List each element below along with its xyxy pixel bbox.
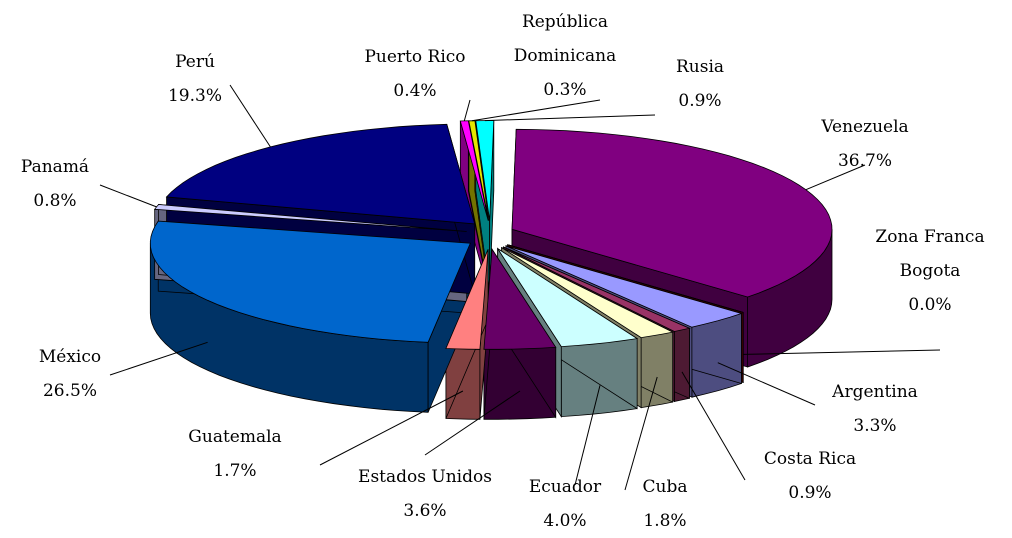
slice-name: México <box>38 347 102 367</box>
slice-value: 3.3% <box>853 416 897 436</box>
pie-slice <box>497 248 639 348</box>
leader-line <box>229 84 271 148</box>
slice-name: Estados Unidos <box>358 467 492 487</box>
slice-name: República Dominicana <box>513 12 617 66</box>
slice-name: Argentina <box>832 382 918 402</box>
leader-line <box>717 362 816 406</box>
slice-name: Cuba <box>642 477 688 497</box>
slice-label: Costa Rica 0.9% <box>735 442 885 510</box>
slice-value: 4.0% <box>543 511 587 531</box>
slice-label: Guatemala 1.7% <box>160 420 310 488</box>
slice-label: Perú 19.3% <box>125 45 265 113</box>
slice-label: Panamá 0.8% <box>0 150 110 218</box>
leader-line <box>681 371 746 481</box>
slice-value: 0.0% <box>908 295 952 315</box>
slice-value: 26.5% <box>42 381 97 401</box>
leader-line <box>743 349 941 355</box>
pie-slice <box>507 244 744 313</box>
pie-slice <box>149 220 471 343</box>
leader-line <box>99 184 157 208</box>
slice-name: Puerto Rico <box>364 47 466 67</box>
slice-name: Panamá <box>20 157 90 177</box>
slice-name: Venezuela <box>821 117 909 137</box>
leader-line <box>471 99 601 122</box>
slice-value: 1.8% <box>643 511 687 531</box>
leader-line <box>424 390 521 456</box>
slice-value: 0.4% <box>393 81 437 101</box>
pie-tops <box>149 120 833 350</box>
slice-name: Perú <box>175 52 215 72</box>
slice-value: 0.9% <box>678 91 722 111</box>
leader-line <box>319 390 464 466</box>
slice-label: Argentina 3.3% <box>805 375 945 443</box>
slice-value: 0.3% <box>543 80 587 100</box>
slice-name: Ecuador <box>528 477 602 497</box>
slice-label: Rusia 0.9% <box>650 50 750 118</box>
slice-label: Ecuador 4.0% <box>495 470 635 538</box>
pie-slice <box>503 246 691 332</box>
slice-label: Venezuela 36.7% <box>785 110 945 178</box>
pie-slice <box>501 247 674 339</box>
slice-value: 19.3% <box>167 86 222 106</box>
slice-value: 0.9% <box>788 483 832 503</box>
leader-line <box>463 99 471 122</box>
slice-name: Costa Rica <box>763 449 857 469</box>
slice-value: 1.7% <box>213 461 257 481</box>
slice-name: Zona Franca Bogota <box>875 227 985 281</box>
slice-label: México 26.5% <box>5 340 135 408</box>
pie-slice <box>483 248 557 350</box>
pie-slice <box>505 245 743 328</box>
leader-line <box>109 341 208 376</box>
slice-label: República Dominicana 0.3% <box>490 5 640 107</box>
slice-name: Rusia <box>675 57 725 77</box>
leader-lines <box>99 84 941 491</box>
leader-line <box>484 114 656 122</box>
slice-value: 3.6% <box>403 501 447 521</box>
leader-line <box>574 385 601 486</box>
pie-slice <box>445 249 489 350</box>
slice-label: Zona Franca Bogota 0.0% <box>850 220 1010 322</box>
slice-name: Guatemala <box>188 427 282 447</box>
slice-value: 36.7% <box>837 151 892 171</box>
slice-label: Cuba 1.8% <box>615 470 715 538</box>
slice-label: Puerto Rico 0.4% <box>345 40 485 108</box>
leader-line <box>624 376 658 491</box>
slice-label: Estados Unidos 3.6% <box>330 460 520 528</box>
leader-line <box>805 164 866 191</box>
slice-value: 0.8% <box>33 191 77 211</box>
